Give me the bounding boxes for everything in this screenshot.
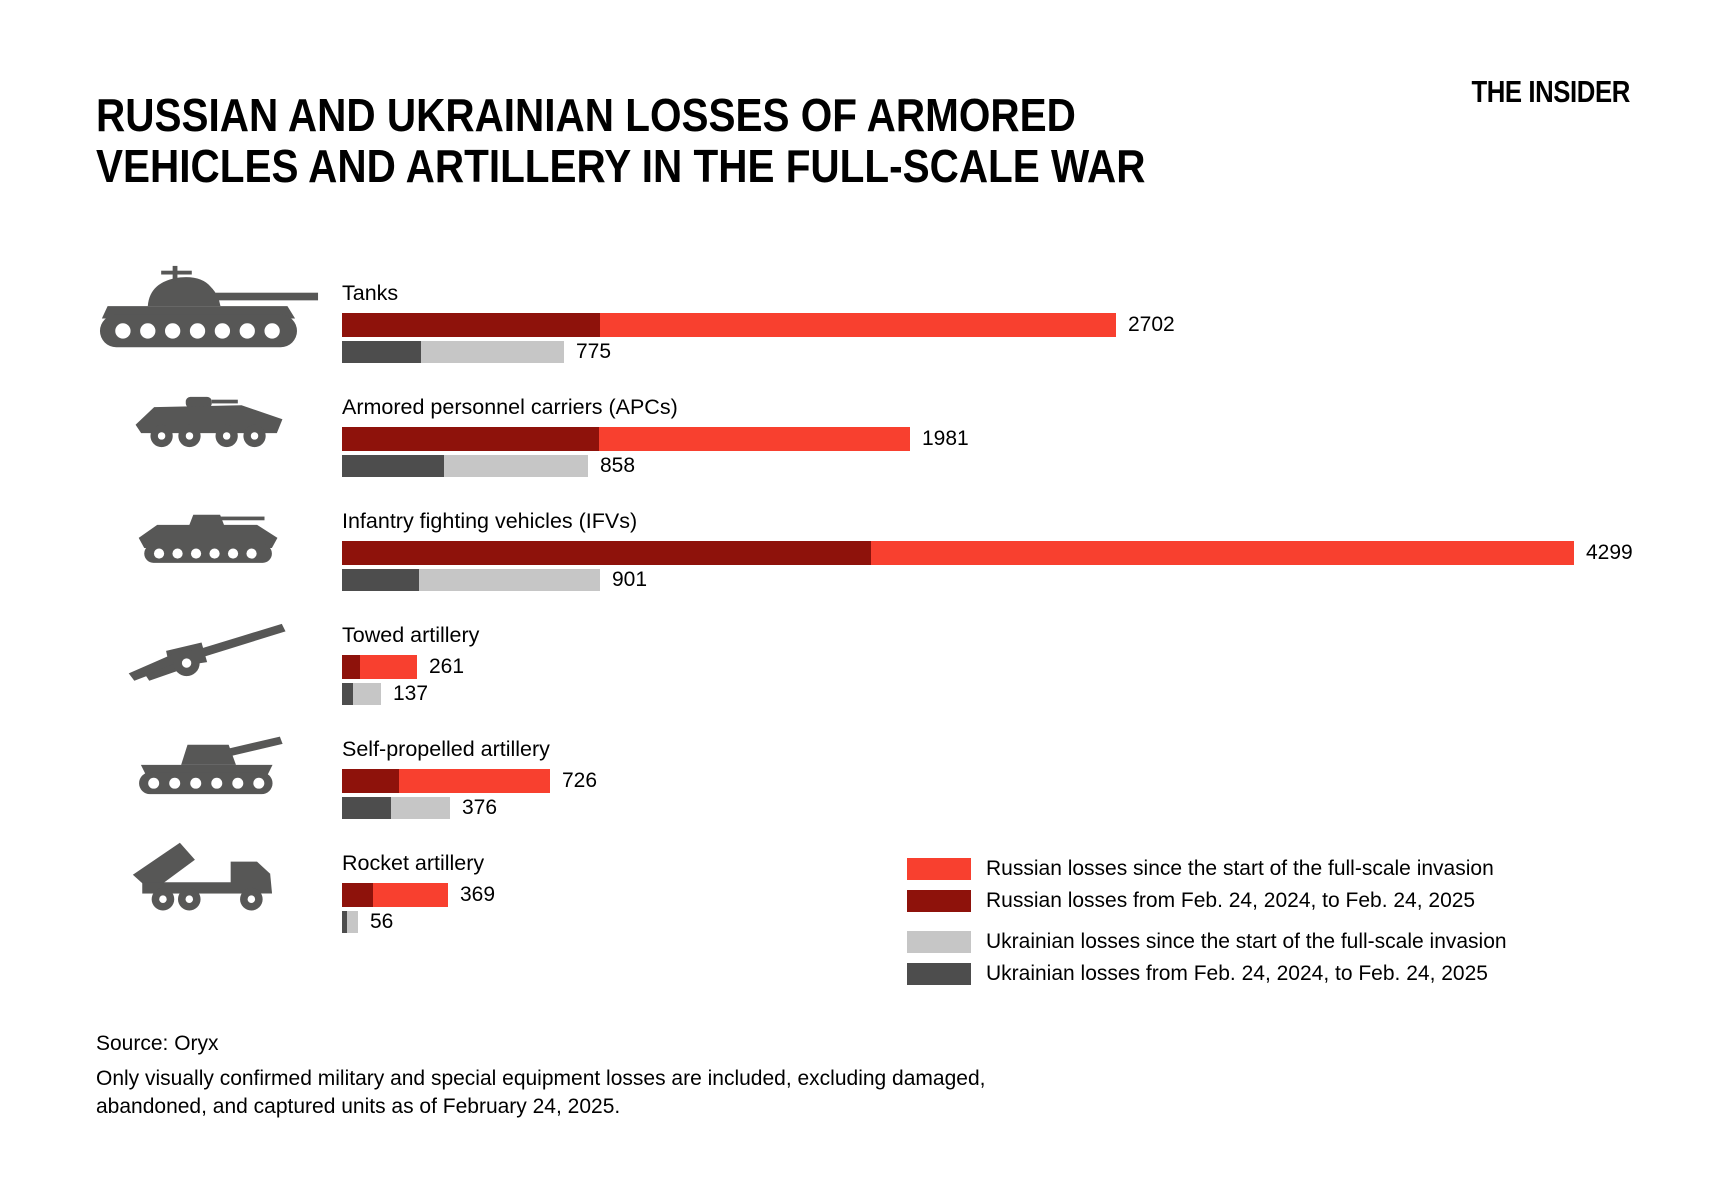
ukrainian-recent-swatch xyxy=(907,963,971,985)
russian-recent-losses-segment xyxy=(342,427,599,451)
ukrainian-total-value: 858 xyxy=(600,454,636,477)
category-label: Tanks xyxy=(342,281,399,305)
legend-item-russian-total: Russian losses since the start of the fu… xyxy=(907,856,1507,882)
category-row-ifvs: Infantry fighting vehicles (IFVs) 4299 9… xyxy=(0,483,1732,597)
page-title-line1: RUSSIAN AND UKRAINIAN LOSSES OF ARMORED xyxy=(96,89,1076,141)
category-row-rocket-artillery: Rocket artillery 369 56 xyxy=(0,825,1732,939)
russian-total-swatch xyxy=(907,858,971,880)
russian-recent-losses-segment xyxy=(342,655,361,679)
ukrainian-losses-bar xyxy=(342,911,358,933)
category-row-apcs: Armored personnel carriers (APCs) 1981 8… xyxy=(0,369,1732,483)
tank-icon xyxy=(90,255,328,361)
category-label: Towed artillery xyxy=(342,623,480,647)
category-label: Armored personnel carriers (APCs) xyxy=(342,395,678,419)
category-row-tanks: Tanks 2702 775 xyxy=(0,255,1732,369)
page-title-line2: VEHICLES AND ARTILLERY IN THE FULL-SCALE… xyxy=(96,140,1146,192)
russian-recent-swatch xyxy=(907,890,971,912)
category-row-towed-artillery: Towed artillery 261 137 xyxy=(0,597,1732,711)
ukrainian-total-swatch xyxy=(907,931,971,953)
legend: Russian losses since the start of the fu… xyxy=(907,856,1507,993)
ukrainian-recent-losses-segment xyxy=(342,455,444,477)
ukrainian-losses-bar xyxy=(342,797,450,819)
russian-recent-losses-segment xyxy=(342,541,871,565)
ukrainian-recent-losses-segment xyxy=(342,341,421,363)
ukrainian-total-value: 775 xyxy=(576,340,612,363)
russian-losses-bar xyxy=(342,883,448,907)
russian-total-value: 369 xyxy=(460,883,496,906)
russian-losses-bar xyxy=(342,769,550,793)
russian-total-value: 2702 xyxy=(1128,313,1175,336)
source-note: Source: Oryx xyxy=(96,1032,219,1055)
legend-label: Ukrainian losses from Feb. 24, 2024, to … xyxy=(986,962,1488,985)
ukrainian-losses-bar xyxy=(342,569,600,591)
russian-recent-losses-segment xyxy=(342,769,400,793)
russian-losses-bar xyxy=(342,655,417,679)
category-row-self-propelled-artillery: Self-propelled artillery 726 376 xyxy=(0,711,1732,825)
ukrainian-total-value: 376 xyxy=(462,796,498,819)
methodology-note-line1: Only visually confirmed military and spe… xyxy=(96,1067,986,1090)
legend-label: Russian losses since the start of the fu… xyxy=(986,857,1494,880)
ukrainian-recent-losses-segment xyxy=(342,911,347,933)
self-propelled-artillery-icon xyxy=(90,711,328,817)
category-label: Rocket artillery xyxy=(342,851,485,875)
ukrainian-total-value: 56 xyxy=(370,910,394,933)
russian-recent-losses-segment xyxy=(342,883,374,907)
footer: Source: Oryx Only visually confirmed mil… xyxy=(96,1030,985,1121)
ukrainian-losses-bar xyxy=(342,341,564,363)
brand-logo: THE INSIDER xyxy=(1471,74,1631,109)
russian-losses-bar xyxy=(342,427,910,451)
legend-item-ukrainian-recent: Ukrainian losses from Feb. 24, 2024, to … xyxy=(907,961,1507,987)
legend-item-ukrainian-total: Ukrainian losses since the start of the … xyxy=(907,929,1507,955)
russian-total-value: 261 xyxy=(429,655,465,678)
russian-recent-losses-segment xyxy=(342,313,600,337)
towed-artillery-icon xyxy=(90,597,328,703)
category-label: Self-propelled artillery xyxy=(342,737,550,761)
ukrainian-recent-losses-segment xyxy=(342,797,391,819)
page-title: RUSSIAN AND UKRAINIAN LOSSES OF ARMORED … xyxy=(96,90,1145,192)
russian-total-value: 1981 xyxy=(922,427,969,450)
ifv-icon xyxy=(90,483,328,589)
category-label: Infantry fighting vehicles (IFVs) xyxy=(342,509,638,533)
apc-icon xyxy=(90,369,328,475)
ukrainian-total-value: 137 xyxy=(393,682,429,705)
legend-item-russian-recent: Russian losses from Feb. 24, 2024, to Fe… xyxy=(907,888,1507,914)
ukrainian-total-value: 901 xyxy=(612,568,648,591)
russian-losses-bar xyxy=(342,313,1116,337)
ukrainian-losses-bar xyxy=(342,455,588,477)
rocket-artillery-icon xyxy=(90,825,328,931)
russian-losses-bar xyxy=(342,541,1574,565)
russian-total-value: 4299 xyxy=(1586,541,1633,564)
ukrainian-losses-bar xyxy=(342,683,381,705)
ukrainian-recent-losses-segment xyxy=(342,683,354,705)
chart-rows: Tanks 2702 775 xyxy=(0,255,1732,939)
russian-total-value: 726 xyxy=(562,769,598,792)
legend-label: Russian losses from Feb. 24, 2024, to Fe… xyxy=(986,889,1476,912)
legend-label: Ukrainian losses since the start of the … xyxy=(986,930,1507,953)
methodology-note-line2: abandoned, and captured units as of Febr… xyxy=(96,1095,621,1118)
ukrainian-recent-losses-segment xyxy=(342,569,420,591)
